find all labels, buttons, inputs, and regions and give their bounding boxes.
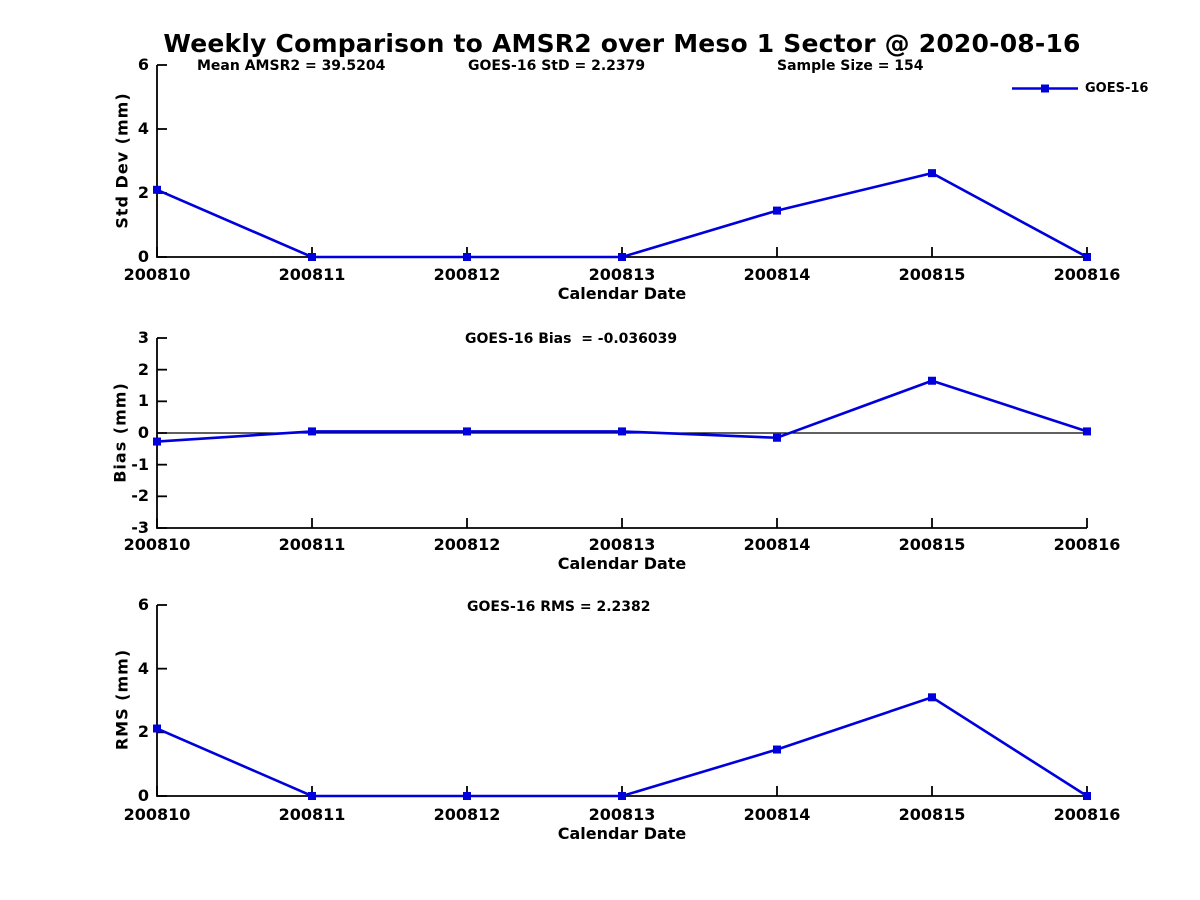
x-tick-label: 200815 bbox=[898, 535, 966, 554]
x-tick-label: 200811 bbox=[278, 265, 346, 284]
x-tick-label: 200816 bbox=[1053, 805, 1121, 824]
panel-title-bias: GOES-16 Bias = -0.036039 bbox=[465, 331, 678, 347]
x-tick-label: 200815 bbox=[898, 265, 966, 284]
chart-title: Weekly Comparison to AMSR2 over Meso 1 S… bbox=[163, 29, 1081, 58]
data-point-marker bbox=[463, 253, 471, 261]
stat-sample-size: Sample Size = 154 bbox=[777, 58, 924, 74]
legend-marker-icon bbox=[1041, 84, 1049, 93]
x-axis-label-stddev: Calendar Date bbox=[557, 284, 687, 303]
x-tick-label: 200811 bbox=[278, 535, 346, 554]
y-tick-label: 4 bbox=[137, 119, 149, 138]
data-point-marker bbox=[1083, 253, 1091, 261]
x-tick-label: 200813 bbox=[588, 265, 656, 284]
y-tick-label: 0 bbox=[137, 786, 149, 805]
y-tick-label: 0 bbox=[137, 247, 149, 266]
x-tick-label: 200816 bbox=[1053, 535, 1121, 554]
x-tick-label: 200810 bbox=[123, 805, 191, 824]
x-tick-label: 200810 bbox=[123, 535, 191, 554]
data-point-marker bbox=[153, 185, 161, 194]
data-point-marker bbox=[1083, 792, 1091, 800]
y-tick-label: 2 bbox=[137, 359, 149, 379]
x-tick-label: 200812 bbox=[433, 805, 501, 824]
x-tick-label: 200815 bbox=[898, 805, 966, 824]
y-tick-label: 3 bbox=[137, 328, 149, 347]
legend-line-icon bbox=[1012, 84, 1078, 93]
x-tick-label: 200813 bbox=[588, 535, 656, 554]
data-point-marker bbox=[153, 724, 161, 733]
y-tick-label: 0 bbox=[137, 423, 149, 442]
data-point-marker bbox=[463, 427, 471, 436]
x-tick-label: 200814 bbox=[743, 805, 811, 824]
x-tick-label: 200814 bbox=[743, 265, 811, 284]
data-line-bias bbox=[156, 379, 1088, 443]
data-point-marker bbox=[773, 206, 781, 215]
data-point-marker bbox=[308, 792, 316, 800]
data-point-marker bbox=[308, 253, 316, 261]
data-point-marker bbox=[308, 427, 316, 436]
x-tick-label: 200816 bbox=[1053, 265, 1121, 284]
x-tick-label: 200814 bbox=[743, 535, 811, 554]
y-tick-label: 4 bbox=[137, 658, 149, 678]
y-tick-label: -3 bbox=[131, 518, 149, 537]
legend: GOES-16 bbox=[1012, 81, 1148, 96]
data-point-marker bbox=[928, 376, 936, 385]
data-point-marker bbox=[153, 437, 161, 446]
data-point-marker bbox=[773, 433, 781, 442]
data-line-std_dev bbox=[156, 171, 1088, 259]
data-point-marker bbox=[928, 693, 936, 702]
x-axis-label-rms: Calendar Date bbox=[557, 824, 687, 843]
data-point-marker bbox=[928, 169, 936, 178]
data-point-marker bbox=[618, 427, 626, 436]
data-point-marker bbox=[618, 253, 626, 261]
x-tick-label: 200812 bbox=[433, 535, 501, 554]
data-point-marker bbox=[773, 745, 781, 754]
data-point-marker bbox=[618, 792, 626, 800]
stat-goes16-std: GOES-16 StD = 2.2379 bbox=[468, 58, 646, 74]
data-point-marker bbox=[463, 792, 471, 800]
legend-label: GOES-16 bbox=[1085, 81, 1149, 96]
y-tick-label: 6 bbox=[137, 595, 149, 614]
x-tick-label: 200810 bbox=[123, 265, 191, 284]
y-tick-label: -1 bbox=[131, 454, 149, 474]
y-tick-label: 2 bbox=[137, 183, 149, 202]
x-tick-label: 200812 bbox=[433, 265, 501, 284]
data-point-marker bbox=[1083, 427, 1091, 436]
y-tick-label: 2 bbox=[137, 722, 149, 742]
data-line-rms bbox=[156, 695, 1088, 798]
y-tick-label: 6 bbox=[137, 55, 149, 74]
y-tick-label: 1 bbox=[137, 391, 149, 411]
x-tick-label: 200813 bbox=[588, 805, 656, 824]
panel-title-rms: GOES-16 RMS = 2.2382 bbox=[467, 599, 651, 615]
stat-mean-amsr2: Mean AMSR2 = 39.5204 bbox=[197, 58, 386, 74]
x-tick-label: 200811 bbox=[278, 805, 346, 824]
x-axis-label-bias: Calendar Date bbox=[557, 554, 687, 573]
y-tick-label: -2 bbox=[131, 486, 149, 506]
